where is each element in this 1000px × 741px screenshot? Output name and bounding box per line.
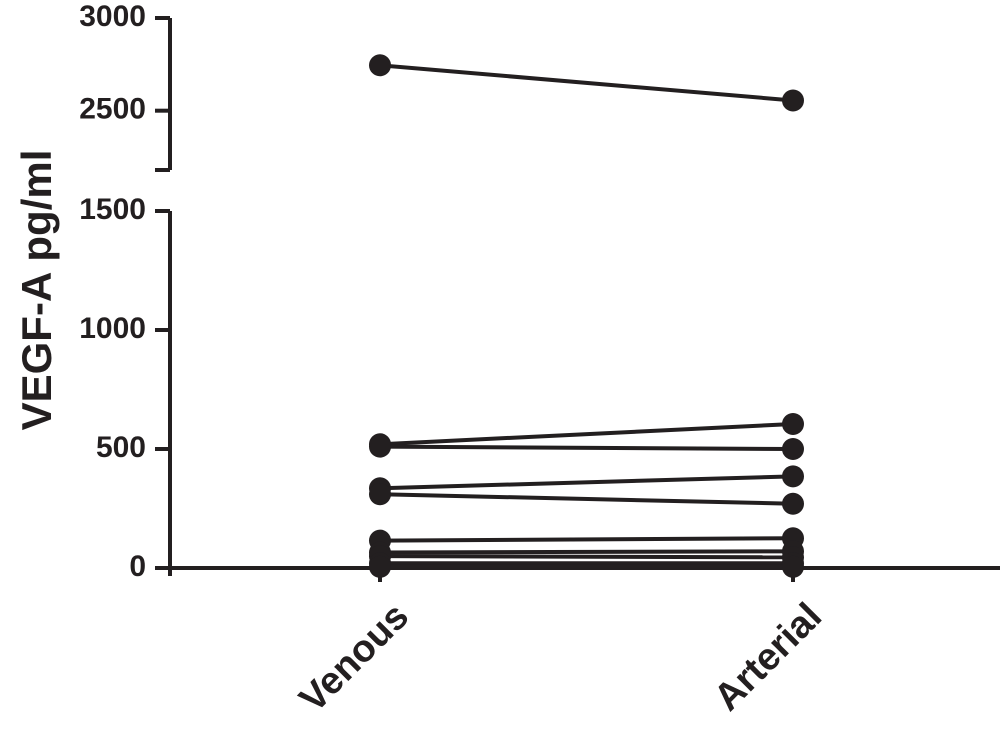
y-tick-label: 1500 bbox=[79, 193, 146, 226]
data-point bbox=[369, 54, 391, 77]
series-line bbox=[379, 536, 794, 543]
data-point bbox=[369, 483, 391, 506]
series-line bbox=[379, 444, 794, 451]
data-point bbox=[782, 465, 804, 488]
data-point bbox=[782, 555, 804, 578]
series-line bbox=[379, 549, 794, 555]
data-point bbox=[782, 89, 804, 112]
data-point bbox=[782, 492, 804, 515]
y-tick-label: 2500 bbox=[79, 93, 146, 126]
data-point bbox=[782, 438, 804, 460]
data-point bbox=[369, 435, 391, 458]
series-line bbox=[379, 554, 794, 560]
y-tick-label: 0 bbox=[129, 550, 146, 583]
series-line bbox=[379, 422, 794, 447]
y-tick-label: 3000 bbox=[79, 0, 146, 33]
data-point bbox=[369, 555, 391, 578]
y-axis-label: VEGF-A pg/ml bbox=[13, 150, 60, 431]
series-line bbox=[379, 492, 794, 506]
series-line bbox=[379, 63, 794, 103]
x-tick-label: Venous bbox=[292, 595, 417, 720]
y-tick-label: 500 bbox=[96, 431, 146, 464]
data-point bbox=[782, 413, 804, 436]
y-tick-label: 1000 bbox=[79, 312, 146, 345]
x-tick-label: Arterial bbox=[706, 595, 830, 719]
series-line bbox=[379, 474, 794, 491]
